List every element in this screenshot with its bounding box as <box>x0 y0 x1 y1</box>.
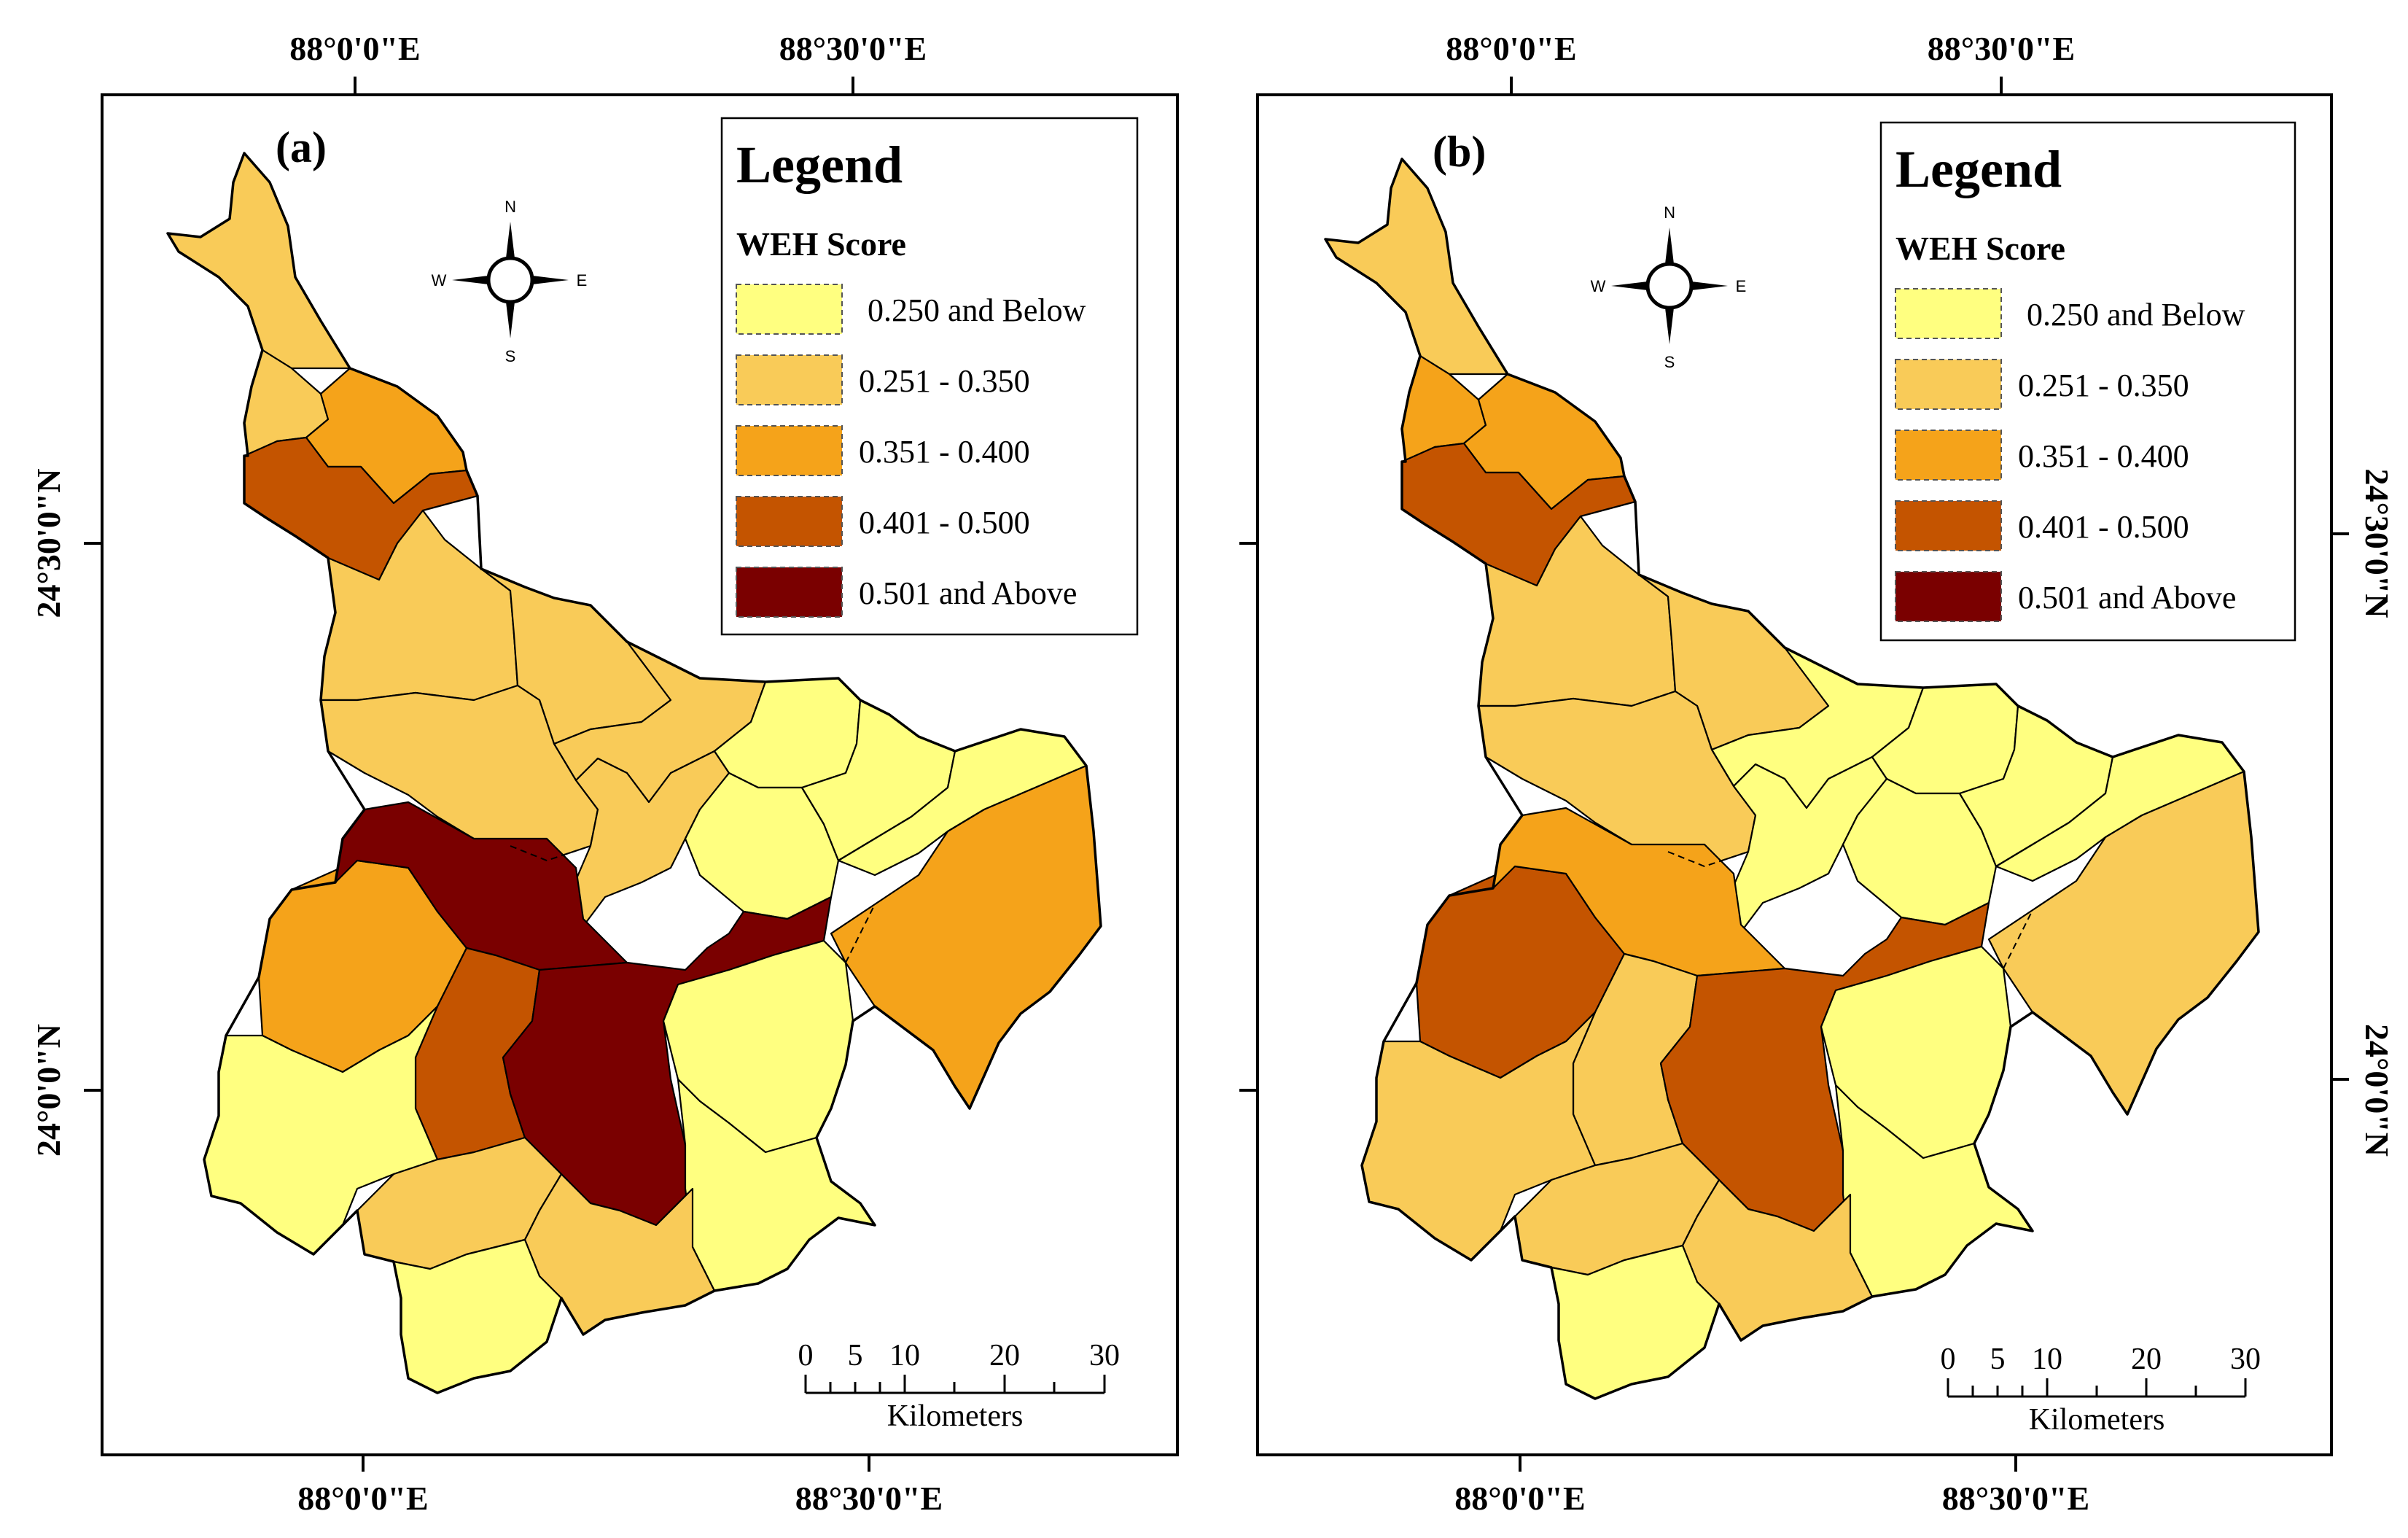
district-outline <box>166 152 1102 1394</box>
legend-swatch <box>1895 571 2002 622</box>
legend-swatch <box>1895 288 2002 339</box>
legend-class-label: 0.250 and Below <box>868 292 1086 328</box>
legend-subtitle: WEH Score <box>736 225 906 263</box>
scale-bar-b <box>1947 1378 2247 1398</box>
legend-swatch <box>1895 500 2002 551</box>
north-arrow-a: N S W E <box>432 198 588 365</box>
right-axis-label-2: 24°0'0"N <box>2358 1024 2396 1157</box>
scale-num: 20 <box>989 1339 1020 1372</box>
scale-num: 10 <box>889 1339 920 1372</box>
bottom-axis-label-1: 88°0'0"E <box>1454 1480 1585 1517</box>
scale-num: 20 <box>2131 1343 2162 1376</box>
left-axis-label-1: 24°30'0"N <box>30 469 67 618</box>
scale-num: 30 <box>1089 1339 1120 1372</box>
compass-needle-w <box>1611 281 1648 290</box>
district-outline <box>1324 158 2260 1400</box>
legend-class-label: 0.351 - 0.400 <box>2018 438 2189 474</box>
frame-ticks-a <box>84 77 870 1472</box>
legend-a: Legend WEH Score 0.250 and Below 0.251 -… <box>720 117 1139 636</box>
district-inner-boundaries <box>502 729 948 1058</box>
legend-swatch <box>736 284 843 335</box>
scale-num: 5 <box>1990 1343 2006 1376</box>
scale-unit: Kilometers <box>887 1399 1024 1433</box>
frame-ticks-b <box>1239 77 2349 1472</box>
compass-needle-s <box>506 302 515 338</box>
legend-class-label: 0.251 - 0.350 <box>2018 368 2189 403</box>
scale-num: 30 <box>2230 1343 2261 1376</box>
scale-num: 0 <box>1941 1343 1956 1376</box>
bottom-axis-label-2: 88°30'0"E <box>1942 1480 2089 1517</box>
scale-labels-a: 0 5 10 20 30 Kilometers <box>798 1339 1121 1433</box>
compass-needle-w <box>452 276 488 284</box>
top-axis-label-1: 88°0'0"E <box>289 30 420 67</box>
compass-circle <box>486 256 534 304</box>
panel-b: 88°0'0"E 88°30'0"E 88°0'0"E 88°30'0"E 24… <box>1239 30 2396 1517</box>
district-inner-boundaries <box>1660 734 2106 1064</box>
legend-class-label: 0.501 and Above <box>2018 580 2236 615</box>
legend-class-label: 0.351 - 0.400 <box>859 434 1030 470</box>
compass-s: S <box>505 347 516 365</box>
legend-title: Legend <box>1895 140 2062 198</box>
compass-needle-n <box>1665 228 1674 264</box>
compass-w: W <box>1591 277 1606 295</box>
panel-label-a: (a) <box>276 123 327 171</box>
compass-e: E <box>577 271 588 290</box>
legend-class-label: 0.501 and Above <box>859 575 1077 611</box>
legend-swatch <box>736 567 843 618</box>
compass-n: N <box>1664 203 1675 222</box>
legend-swatch <box>736 425 843 476</box>
bottom-axis-label-2: 88°30'0"E <box>795 1480 943 1517</box>
left-axis-label-2: 24°0'0"N <box>30 1024 67 1157</box>
top-axis-label-2: 88°30'0"E <box>1928 30 2075 67</box>
compass-e: E <box>1736 277 1747 295</box>
legend-title: Legend <box>736 136 903 194</box>
legend-swatch <box>1895 430 2002 481</box>
north-arrow-b: N S W E <box>1591 203 1747 371</box>
compass-needle-n <box>506 222 515 258</box>
bottom-axis-label-1: 88°0'0"E <box>297 1480 428 1517</box>
legend-subtitle: WEH Score <box>1895 230 2065 267</box>
compass-circle <box>1645 262 1694 310</box>
legend-class-label: 0.251 - 0.350 <box>859 363 1030 399</box>
right-axis-label-1: 24°30'0"N <box>2358 469 2396 618</box>
choropleth-map-b <box>1324 158 2260 1400</box>
map-frame-a <box>101 93 1179 1456</box>
legend-swatch <box>736 496 843 547</box>
scale-num: 0 <box>798 1339 814 1372</box>
scale-labels-b: 0 5 10 20 30 Kilometers <box>1941 1343 2261 1437</box>
compass-n: N <box>504 198 516 216</box>
scale-num: 10 <box>2032 1343 2062 1376</box>
compass-needle-e <box>532 276 569 284</box>
compass-w: W <box>432 271 447 290</box>
scale-bar-a <box>804 1375 1106 1394</box>
map-frame-b <box>1256 93 2333 1456</box>
top-axis-label-1: 88°0'0"E <box>1446 30 1576 67</box>
choropleth-map-a <box>166 152 1102 1394</box>
scale-unit: Kilometers <box>2029 1403 2165 1437</box>
legend-class-label: 0.250 and Below <box>2027 297 2245 333</box>
legend-class-label: 0.401 - 0.500 <box>2018 509 2189 545</box>
scale-num: 5 <box>848 1339 863 1372</box>
top-axis-label-2: 88°30'0"E <box>779 30 927 67</box>
legend-swatch <box>736 354 843 405</box>
legend-class-label: 0.401 - 0.500 <box>859 505 1030 540</box>
compass-s: S <box>1664 353 1675 371</box>
compass-needle-e <box>1691 281 1728 290</box>
compass-needle-s <box>1665 308 1674 344</box>
legend-b: Legend WEH Score 0.250 and Below 0.251 -… <box>1879 121 2296 642</box>
panel-label-b: (b) <box>1433 128 1486 176</box>
panel-a: 88°0'0"E 88°30'0"E 88°0'0"E 88°30'0"E 24… <box>30 30 1179 1517</box>
legend-swatch <box>1895 359 2002 410</box>
